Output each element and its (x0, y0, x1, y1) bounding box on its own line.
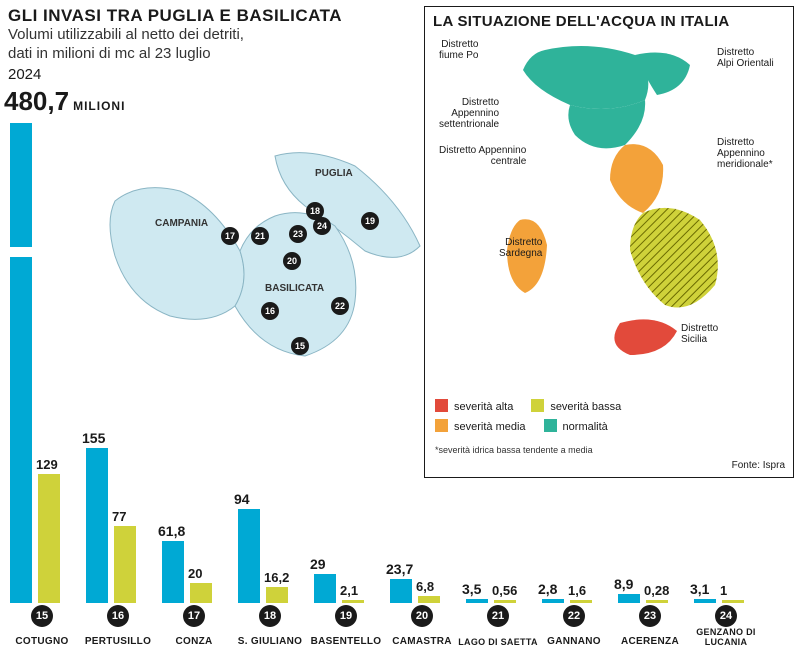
value-primary: 23,7 (386, 561, 413, 577)
value-primary: 3,5 (462, 581, 481, 597)
bar-secondary (342, 600, 364, 603)
bar-secondary (494, 600, 516, 603)
bar-primary (694, 599, 716, 603)
legend: severità alta severità bassa severità me… (435, 399, 621, 439)
reservoir-badge: 23 (639, 605, 661, 627)
value-primary: 155 (82, 430, 105, 446)
italy-inset: LA SITUAZIONE DELL'ACQUA IN ITALIA Distr… (424, 6, 794, 478)
district-label: Distretto Sicilia (681, 323, 718, 345)
bar-primary (86, 448, 108, 603)
bar-secondary (570, 600, 592, 603)
legend-item: severità media (435, 419, 526, 433)
reservoir-badge: 15 (31, 605, 53, 627)
reservoir-badge: 21 (487, 605, 509, 627)
value-primary: 3,1 (690, 581, 709, 597)
infographic-root: GLI INVASI TRA PUGLIA E BASILICATA Volum… (0, 0, 800, 657)
reservoir-name: GANNANO (547, 636, 601, 647)
reservoir-badge: 17 (183, 605, 205, 627)
inset-title: LA SITUAZIONE DELL'ACQUA IN ITALIA (425, 7, 793, 30)
value-secondary: 0,28 (644, 583, 669, 598)
inset-source: Fonte: Ispra (732, 460, 785, 471)
dist-app-centrale (610, 144, 663, 213)
bar-secondary (646, 600, 668, 603)
reservoir-badge: 20 (411, 605, 433, 627)
reservoir-badge: 24 (715, 605, 737, 627)
legend-item: severità alta (435, 399, 513, 413)
value-secondary: 2,1 (340, 583, 358, 598)
district-label: Distretto fiume Po (439, 39, 478, 61)
title: GLI INVASI TRA PUGLIA E BASILICATA (8, 6, 342, 26)
bar-col: 155 77 16 PERTUSILLO (80, 171, 156, 651)
bar-secondary (418, 596, 440, 603)
bar-secondary (38, 474, 60, 603)
bar-primary (466, 599, 488, 603)
dist-po (523, 46, 648, 109)
legend-item: severità bassa (531, 399, 621, 413)
value-primary: 61,8 (158, 523, 185, 539)
bar-primary (618, 594, 640, 603)
value-secondary: 16,2 (264, 570, 289, 585)
bar-secondary (722, 600, 744, 603)
bar-col: 129 15 COTUGNO (4, 171, 80, 651)
bar-primary (542, 599, 564, 603)
value-secondary: 1 (720, 583, 727, 598)
value-primary: 8,9 (614, 576, 633, 592)
reservoir-name: LAGO DI SAETTA (458, 638, 538, 647)
reservoir-name: PERTUSILLO (85, 636, 151, 647)
district-label: Distretto Sardegna (499, 237, 542, 259)
reservoir-name: CONZA (175, 636, 212, 647)
bar-col: 94 16,2 18 S. GIULIANO (232, 171, 308, 651)
italy-map (425, 35, 793, 365)
district-label: Distretto Appennino meridionale* (717, 137, 773, 170)
bar-col: 61,8 20 17 CONZA (156, 171, 232, 651)
dist-app-meridionale (630, 208, 718, 308)
value-secondary: 77 (112, 509, 126, 524)
year: 2024 (8, 66, 342, 83)
district-label: Distretto Appennino settentrionale (439, 97, 499, 130)
value-secondary: 20 (188, 566, 202, 581)
reservoir-name: ACERENZA (621, 636, 679, 647)
reservoir-name: S. GIULIANO (238, 636, 302, 647)
reservoir-name: CAMASTRA (392, 636, 452, 647)
value-primary: 2,8 (538, 581, 557, 597)
dist-sicilia (614, 319, 677, 355)
reservoir-name: GENZANO DI LUCANIA (686, 628, 766, 647)
inset-footnote: *severità idrica bassa tendente a media (435, 445, 593, 455)
bar-primary (10, 123, 32, 603)
bar-primary (314, 574, 336, 603)
reservoir-badge: 19 (335, 605, 357, 627)
reservoir-badge: 16 (107, 605, 129, 627)
subtitle: Volumi utilizzabili al netto dei detriti… (8, 26, 342, 64)
value-primary: 94 (234, 491, 250, 507)
bar-secondary (190, 583, 212, 603)
district-label: Distretto Alpi Orientali (717, 47, 774, 69)
value-secondary: 129 (36, 457, 58, 472)
reservoir-badge: 22 (563, 605, 585, 627)
reservoir-badge: 18 (259, 605, 281, 627)
value-secondary: 1,6 (568, 583, 586, 598)
bar-secondary (266, 587, 288, 603)
value-secondary: 0,56 (492, 583, 517, 598)
legend-item: normalità (544, 419, 608, 433)
value-primary: 29 (310, 556, 326, 572)
reservoir-name: COTUGNO (15, 636, 68, 647)
header: GLI INVASI TRA PUGLIA E BASILICATA Volum… (8, 6, 342, 83)
bar-primary (162, 541, 184, 603)
bar-primary (390, 579, 412, 603)
bar-primary (238, 509, 260, 603)
bar-col: 29 2,1 19 BASENTELLO (308, 171, 384, 651)
value-secondary: 6,8 (416, 579, 434, 594)
district-label: Distretto Appennino centrale (439, 145, 526, 167)
bar-secondary (114, 526, 136, 603)
reservoir-name: BASENTELLO (311, 636, 382, 647)
